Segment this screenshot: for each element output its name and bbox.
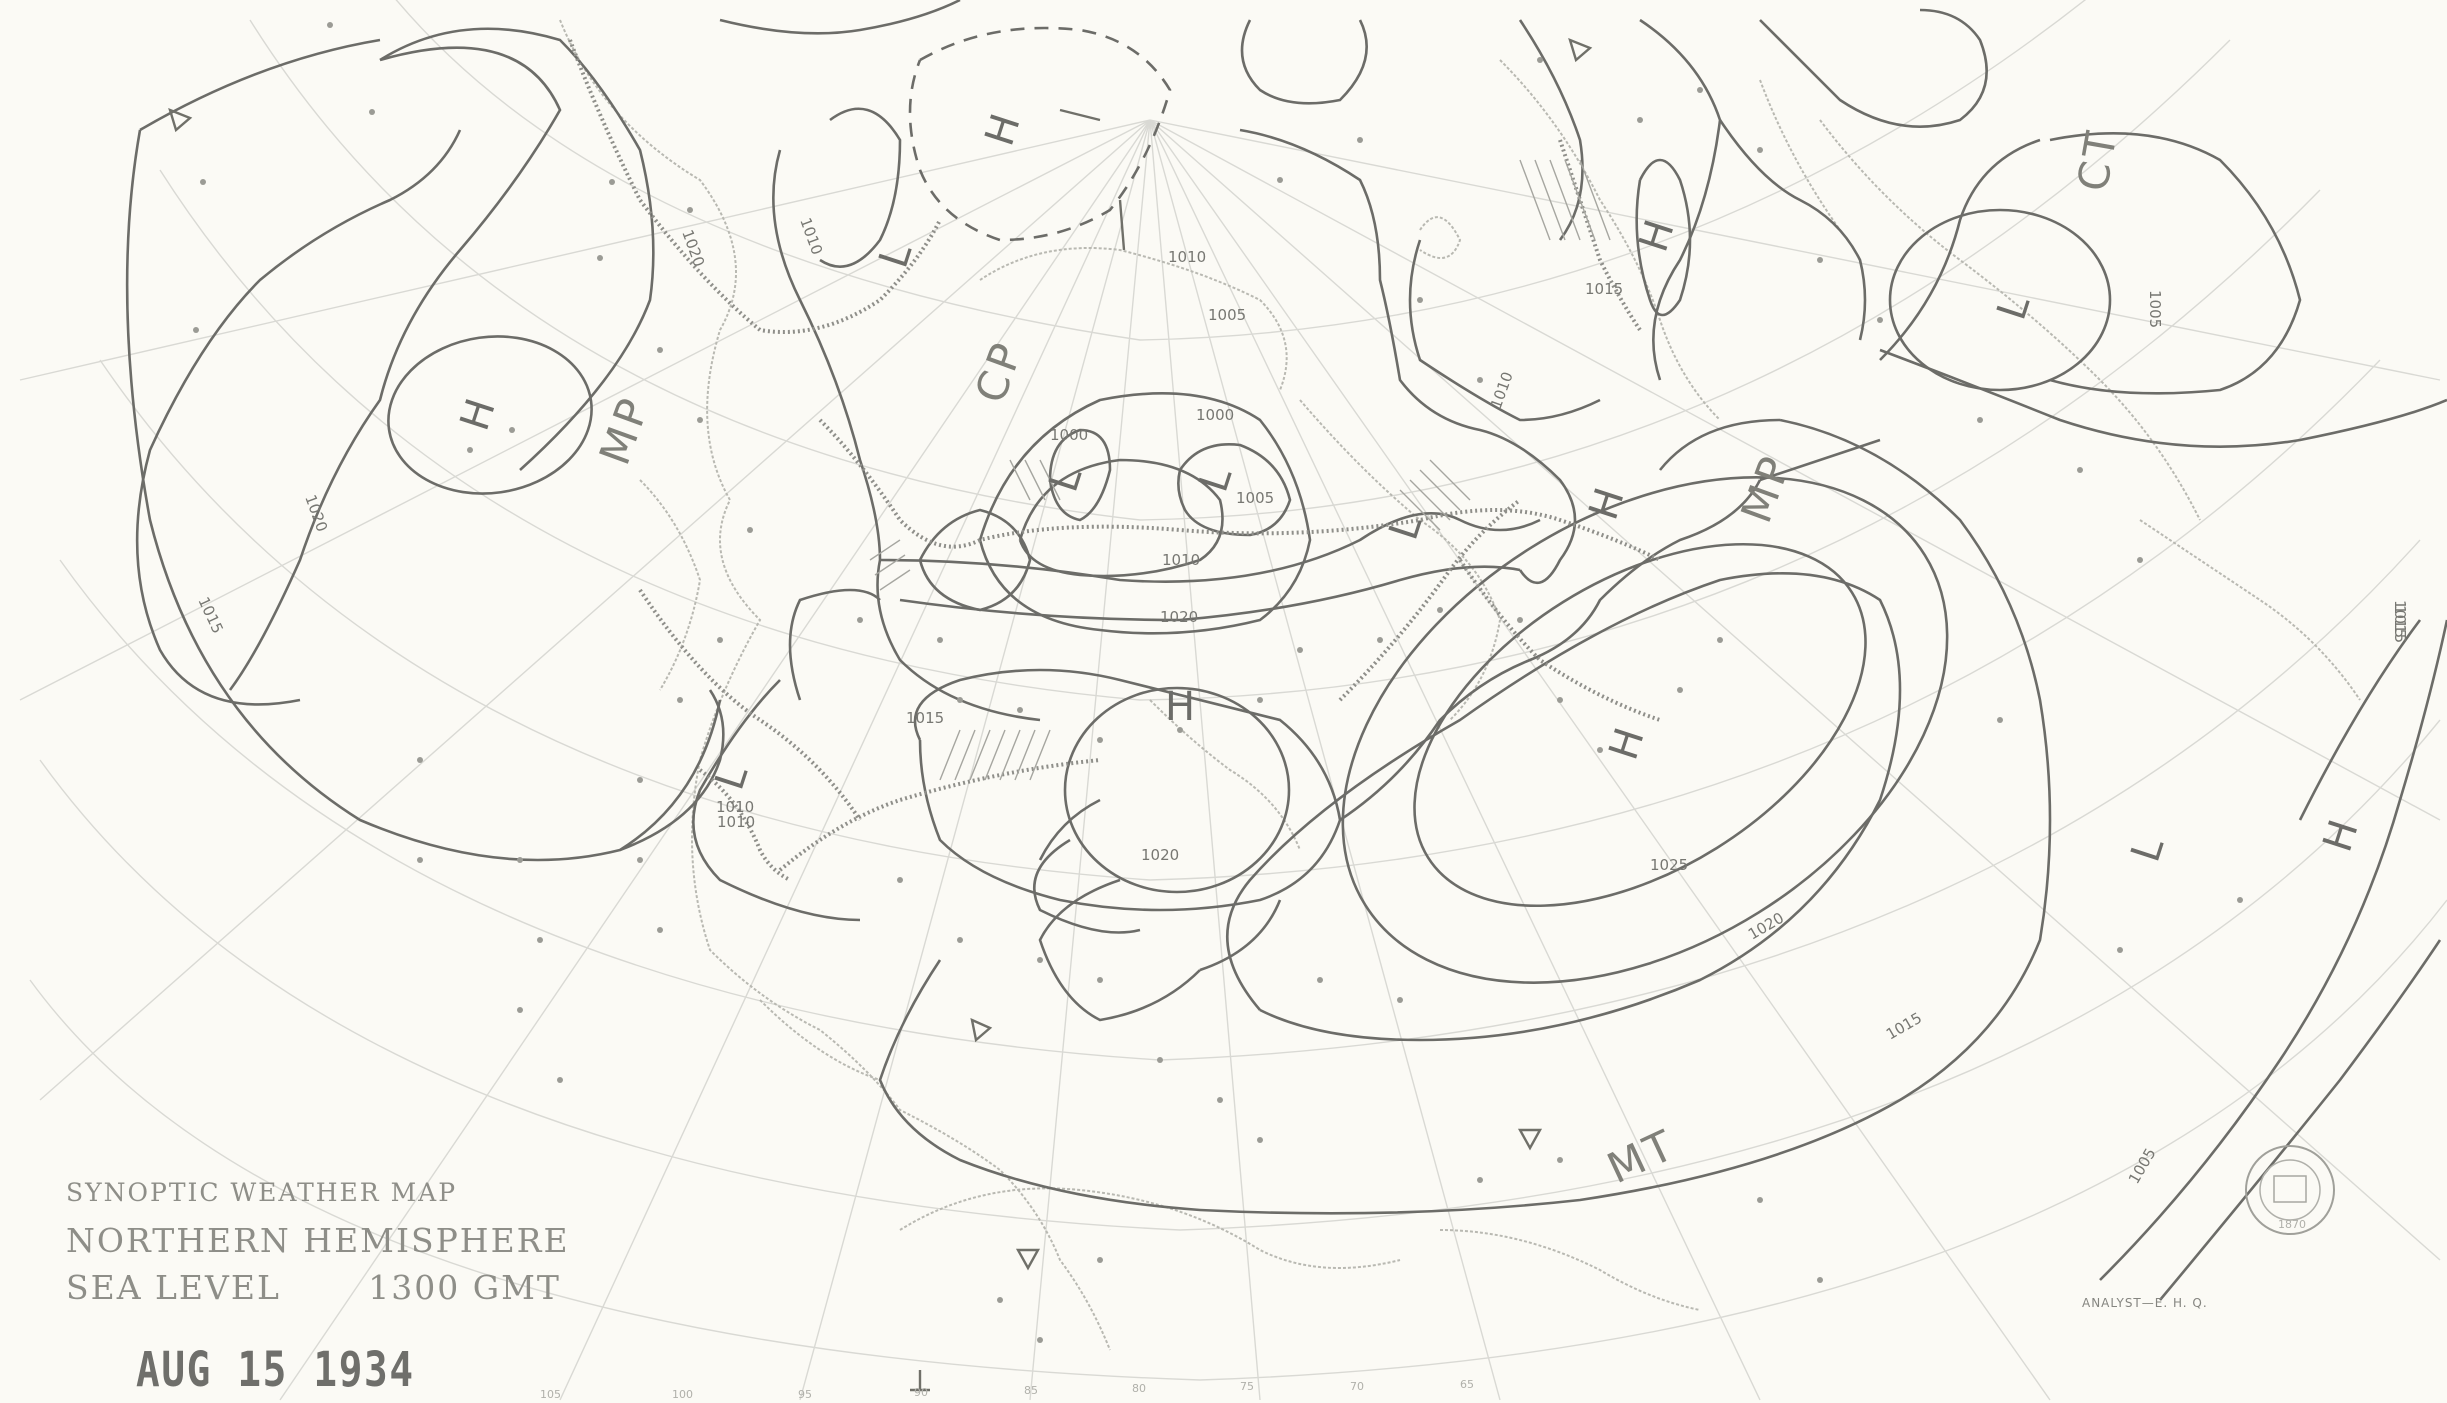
- pressure-center-low: L: [707, 759, 758, 795]
- isobar-label: 1010: [716, 798, 754, 816]
- isobar-label: 1020: [301, 492, 331, 534]
- isobar-label: 1005: [2146, 290, 2164, 328]
- pressure-center-high: H: [1581, 483, 1634, 526]
- pressure-centers: H H L L L H L H H L H L L H: [452, 109, 2368, 868]
- date-stamp: AUG 15 1934: [136, 1342, 415, 1398]
- graticule: [19, 0, 2447, 1401]
- isobar-label: 1020: [1160, 608, 1198, 626]
- pressure-center-low: L: [2123, 831, 2174, 867]
- isobar-label: 1000: [1050, 426, 1088, 444]
- triangle-icon: [1015, 1248, 1041, 1271]
- pressure-center-high: H: [452, 393, 505, 436]
- isobar-label: 1020: [678, 227, 708, 269]
- precipitation-hatching: [869, 159, 1611, 781]
- pressure-center-low: L: [871, 237, 922, 273]
- analyst-credit: ANALYST—E. H. Q.: [2082, 1296, 2208, 1310]
- sea-level-label: SEA LEVEL: [66, 1268, 281, 1307]
- meridian-label: 80: [1132, 1382, 1146, 1395]
- meridian-label: 75: [1240, 1380, 1254, 1393]
- meridian-label: 85: [1024, 1384, 1038, 1397]
- air-mass-label: CT: [2068, 124, 2127, 195]
- isobar-label: 1000: [1196, 406, 1234, 424]
- map-title-line3: SEA LEVEL 1300 GMT: [66, 1268, 570, 1307]
- station-plots: [193, 22, 2243, 1343]
- seal-year: 1870: [2278, 1218, 2306, 1231]
- air-mass-label: MP: [590, 389, 660, 471]
- isobar-label: 1010: [717, 813, 755, 831]
- map-title-block: SYNOPTIC WEATHER MAP NORTHERN HEMISPHERE…: [66, 1178, 570, 1307]
- pressure-center-high: H: [2315, 815, 2368, 858]
- fronts: [568, 39, 1661, 882]
- map-symbols: [168, 37, 1593, 1392]
- isobar-label: 1010: [796, 215, 826, 257]
- isobar-label: 1015: [2391, 605, 2409, 643]
- triangle-icon: [970, 1017, 993, 1043]
- meridian-label: 65: [1460, 1378, 1474, 1391]
- triangle-icon: [168, 107, 193, 133]
- isobar-label: 1010: [1162, 551, 1200, 569]
- meridian-labels: 105 100 95 90 85 80 75 70 65: [540, 1378, 1474, 1401]
- pressure-center-high: H: [977, 109, 1030, 152]
- isobar-label: 1005: [1208, 306, 1246, 324]
- isobar-label: 1010: [1487, 369, 1517, 411]
- isobar-label: 1005: [1236, 489, 1274, 507]
- map-title-line1: SYNOPTIC WEATHER MAP: [66, 1178, 458, 1207]
- isobar-label: 1025: [1650, 856, 1688, 874]
- triangle-icon: [1517, 1128, 1543, 1151]
- triangle-icon: [1568, 37, 1593, 63]
- isobar-label: 1010: [1168, 248, 1206, 266]
- meridian-label: 70: [1350, 1380, 1364, 1393]
- map-title-line2: NORTHERN HEMISPHERE: [66, 1221, 570, 1260]
- meridian-label: 105: [540, 1388, 561, 1401]
- isobar-label: 1015: [2391, 600, 2409, 638]
- isobars: [125, 0, 2447, 1301]
- isobar-label: 1015: [1883, 1009, 1925, 1044]
- isobar-label: 1005: [2125, 1145, 2160, 1187]
- weather-bureau-seal: 1870: [2245, 1145, 2335, 1235]
- isobar-label: 1015: [1585, 280, 1623, 298]
- meridian-label: 95: [798, 1388, 812, 1401]
- isobar-labels: 1020 1020 1015 1010 1005 1010 1000 1000 …: [194, 215, 2409, 1187]
- isobar-label: 1020: [1141, 846, 1179, 864]
- isobar-label: 1015: [194, 594, 226, 636]
- air-mass-label: MP: [1731, 447, 1801, 529]
- meridian-label: 90: [914, 1386, 928, 1399]
- pressure-center-high: H: [1165, 684, 1195, 730]
- symbol-icon: [910, 1370, 930, 1392]
- pressure-center-high: H: [1601, 723, 1654, 766]
- meridian-label: 100: [672, 1388, 693, 1401]
- pressure-center-low: L: [1191, 461, 1242, 497]
- isobar-label: 1015: [906, 709, 944, 727]
- observation-time: 1300 GMT: [368, 1268, 561, 1307]
- coastlines: [559, 19, 2361, 1351]
- symbol-icon: [1059, 108, 1126, 251]
